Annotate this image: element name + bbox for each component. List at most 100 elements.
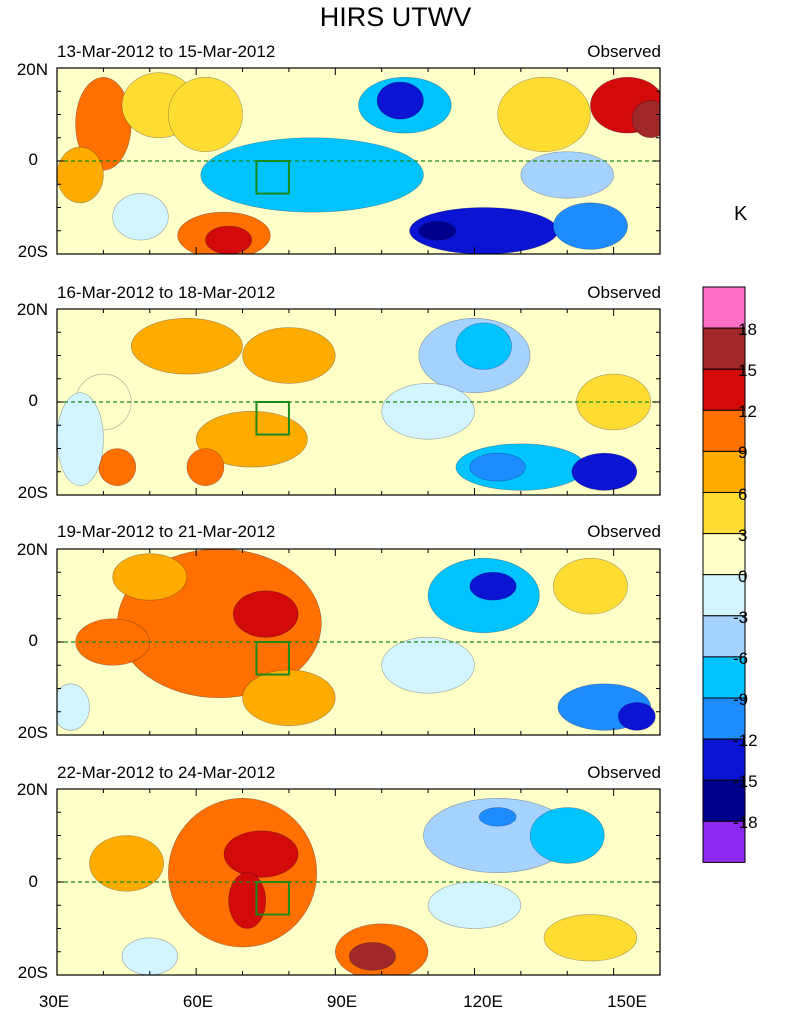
colorbar-label-m3: -3 [733,608,749,627]
colorbar-bin-9 [702,615,746,658]
p4-ytick-20n: 20N [16,780,48,799]
panel-2-anomaly-1 [130,318,243,375]
colorbar-bin-3 [702,368,746,411]
colorbar-bin-10 [702,656,746,699]
panel-3-anomaly-7 [469,571,517,601]
xtick-30e: 30E [38,992,70,1011]
colorbar-bin-2 [702,327,746,370]
colorbar-bin-7 [702,533,746,576]
colorbar-bin-4 [702,409,746,452]
panel-3-box-region [255,641,290,676]
colorbar-bin-14 [702,820,746,863]
colorbar-label-m15: -15 [733,772,758,791]
p1-ytick-0: 0 [28,150,38,169]
panel-3-tag: Observed [587,522,661,541]
colorbar-label-m18: -18 [733,813,758,832]
xtick-120e: 120E [463,992,503,1011]
panel-3-anomaly-4 [242,669,336,726]
panel-1-box-region [255,160,290,195]
panel-4-anomaly-6 [89,835,164,892]
colorbar-label-12: 12 [738,402,757,421]
colorbar-unit: K [734,203,748,225]
xtick-150e: 150E [607,992,647,1011]
panel-2-anomaly-12 [571,452,638,491]
panel-2-anomaly-5 [186,448,225,487]
p1-ytick-20n: 20N [16,60,48,79]
panel-2-anomaly-13 [381,383,475,440]
colorbar-label-9: 9 [738,443,748,462]
panel-1-anomaly-12 [418,221,457,241]
panel-3-anomaly-12 [57,683,90,731]
colorbar-bin-13 [702,779,746,822]
colorbar-bin-12 [702,738,746,781]
panel-1-anomaly-2 [57,146,104,204]
colorbar-label-m9: -9 [733,690,749,709]
panel-2-anomaly-11 [469,452,526,482]
panel-2-anomaly-9 [455,322,512,370]
colorbar-bin-8 [702,574,746,617]
p3-ytick-0: 0 [28,631,38,650]
panel-4-date: 22-Mar-2012 to 24-Mar-2012 [57,763,276,782]
panel-1-tag: Observed [587,42,661,61]
panel-2-anomaly-3 [195,411,308,468]
panel-4-tag: Observed [587,763,661,782]
panel-2-anomaly-4 [98,448,137,487]
colorbar-label-15: 15 [738,361,757,380]
panel-1-anomaly-17 [520,151,614,199]
colorbar-label-3: 3 [738,526,748,545]
colorbar-bin-1 [702,286,746,329]
panel-2-tag: Observed [587,283,661,302]
colorbar-bin-5 [702,450,746,493]
panel-4-anomaly-5 [348,942,396,971]
panel-4-anomaly-2 [223,830,299,878]
panel-1-anomaly-3 [112,193,169,241]
panel-3-anomaly-10 [381,637,475,694]
panel-4-box-region [255,881,290,916]
colorbar-bin-6 [702,492,746,535]
panel-1-anomaly-16 [631,100,660,139]
panel-1-anomaly-7 [168,77,243,153]
p2-ytick-0: 0 [28,391,38,410]
panel-2-anomaly-7 [57,392,104,486]
colorbar-label-0: 0 [738,567,748,586]
p4-ytick-0: 0 [28,872,38,891]
panel-3-anomaly-2 [232,590,299,638]
p2-ytick-20s: 20S [17,483,48,502]
p3-ytick-20s: 20S [17,723,48,742]
panel-3-anomaly-5 [112,553,188,601]
colorbar-label-18: 18 [738,320,757,339]
colorbar-label-m6: -6 [733,649,749,668]
p1-ytick-20s: 20S [17,242,48,261]
colorbar-label-m12: -12 [733,731,758,750]
panel-1-anomaly-13 [553,202,628,250]
panel-1-anomaly-14 [497,77,591,153]
panel-4-anomaly-8 [478,807,517,827]
panel-1-anomaly-6 [205,225,253,254]
colorbar-label-6: 6 [738,485,748,504]
panel-1-field [57,68,660,254]
p3-ytick-20n: 20N [16,540,48,559]
p2-ytick-20n: 20N [16,300,48,319]
panel-3-field [57,549,660,735]
panel-1-anomaly-8 [200,137,424,213]
panel-4-anomaly-11 [121,937,178,975]
panel-2-anomaly-2 [242,327,336,384]
panel-1-anomaly-10 [376,81,424,120]
p4-ytick-20s: 20S [17,963,48,982]
chart-title: HIRS UTWV [319,2,472,32]
panel-1-date: 13-Mar-2012 to 15-Mar-2012 [57,42,276,61]
panel-3-anomaly-9 [617,702,656,731]
xtick-90e: 90E [326,992,358,1011]
panel-3-date: 19-Mar-2012 to 21-Mar-2012 [57,522,276,541]
panel-4-anomaly-10 [427,881,522,929]
colorbar-bin-11 [702,697,746,740]
panel-4-anomaly-9 [529,807,605,864]
panel-4-field [57,789,660,975]
xtick-60e: 60E [182,992,214,1011]
panel-4-anomaly-12 [543,914,638,962]
panel-3-anomaly-11 [553,557,628,615]
panel-2-field [57,309,660,495]
panel-2-box-region [255,401,290,436]
